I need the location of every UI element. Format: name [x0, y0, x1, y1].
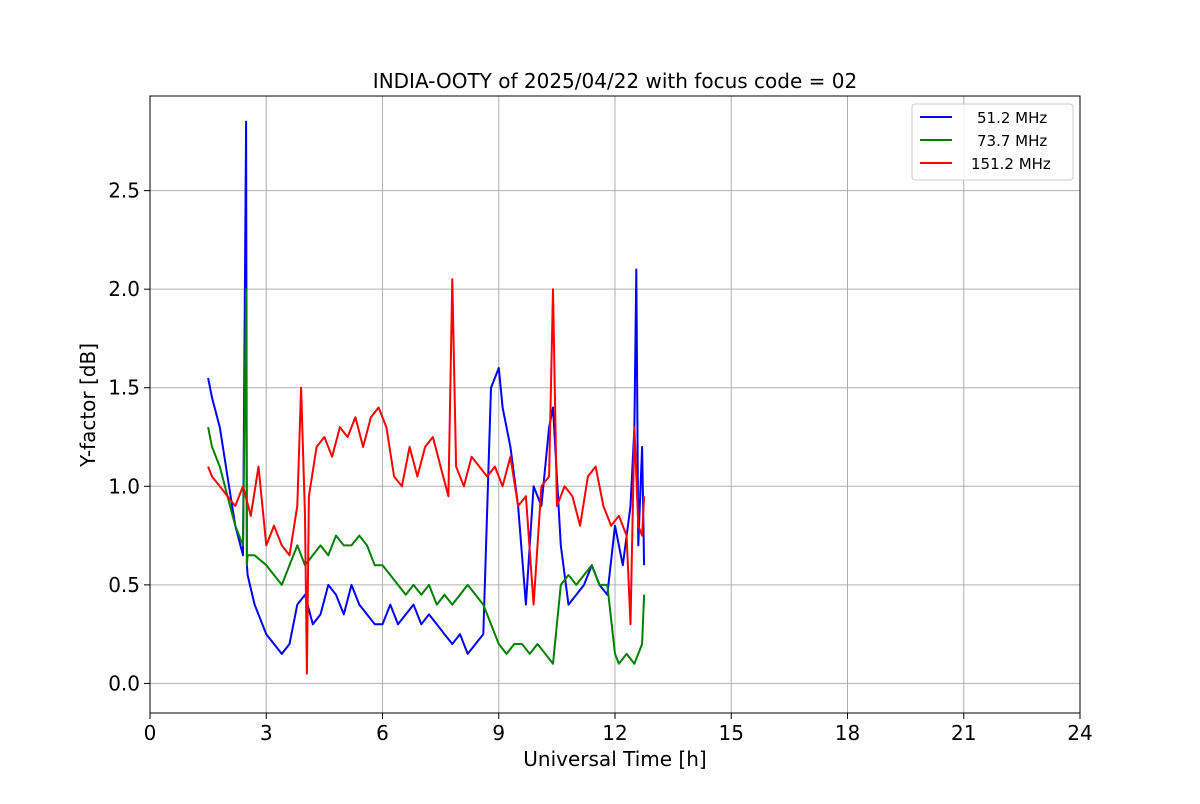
- x-tick-label: 24: [1067, 721, 1092, 745]
- x-tick-label: 21: [951, 721, 976, 745]
- y-tick-label: 0.0: [108, 671, 140, 695]
- legend-box: [911, 103, 1074, 181]
- y-tick-label: 1.0: [108, 474, 140, 498]
- y-axis-label: Y-factor [dB]: [76, 343, 100, 468]
- x-tick-label: 18: [835, 721, 860, 745]
- x-tick-label: 9: [492, 721, 505, 745]
- x-tick-label: 6: [376, 721, 389, 745]
- x-axis: 0 3 6 9 12 15 18 21 24: [144, 713, 1093, 745]
- chart-title: INDIA-OOTY of 2025/04/22 with focus code…: [373, 69, 857, 93]
- legend-label-51mhz: 51.2 MHz: [977, 109, 1047, 127]
- y-tick-label: 0.5: [108, 573, 140, 597]
- legend-label-151mhz: 151.2 MHz: [971, 155, 1051, 173]
- x-tick-label: 15: [719, 721, 744, 745]
- y-tick-label: 2.0: [108, 277, 140, 301]
- legend-label-73mhz: 73.7 MHz: [977, 132, 1047, 150]
- x-tick-label: 12: [602, 721, 627, 745]
- legend: 51.2 MHz 73.7 MHz 151.2 MHz: [911, 103, 1074, 181]
- y-tick-label: 2.5: [108, 179, 140, 203]
- x-tick-label: 0: [144, 721, 157, 745]
- series-group: [207, 120, 646, 675]
- y-axis: 0.0 0.5 1.0 1.5 2.0 2.5: [108, 179, 150, 695]
- x-tick-label: 3: [260, 721, 273, 745]
- y-tick-label: 1.5: [108, 376, 140, 400]
- series-51mhz-line: [207, 120, 646, 655]
- series-73mhz-line: [207, 288, 646, 665]
- x-axis-label: Universal Time [h]: [523, 747, 706, 771]
- series-151mhz-line: [207, 278, 646, 675]
